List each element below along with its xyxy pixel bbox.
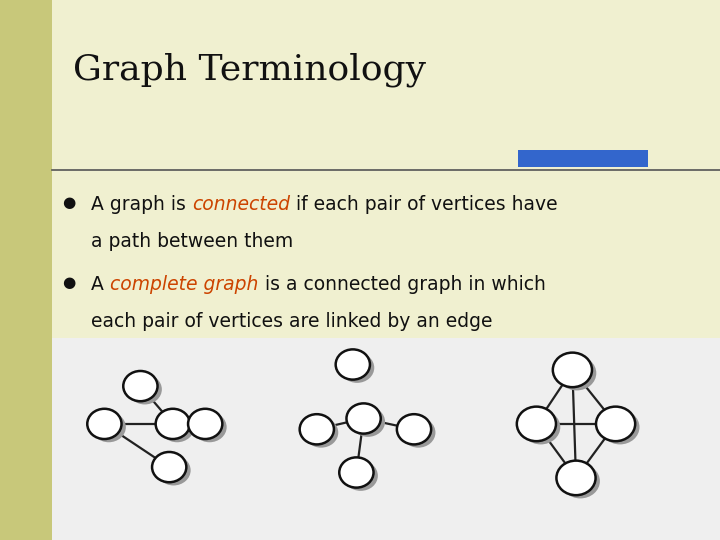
Ellipse shape: [156, 409, 190, 439]
Ellipse shape: [87, 409, 122, 439]
Ellipse shape: [336, 349, 370, 380]
Bar: [52, 338, 720, 540]
Text: ●: ●: [63, 195, 76, 211]
Ellipse shape: [91, 412, 126, 442]
Ellipse shape: [596, 407, 635, 441]
Ellipse shape: [521, 410, 560, 444]
Ellipse shape: [152, 452, 186, 482]
Text: A graph is: A graph is: [91, 195, 192, 214]
Ellipse shape: [561, 464, 600, 498]
Text: a path between them: a path between them: [91, 232, 294, 251]
Ellipse shape: [339, 457, 374, 488]
Ellipse shape: [192, 412, 227, 442]
Ellipse shape: [188, 409, 222, 439]
Text: complete graph: complete graph: [110, 275, 258, 294]
Text: A: A: [91, 275, 110, 294]
Ellipse shape: [351, 407, 385, 437]
Text: connected: connected: [192, 195, 290, 214]
Text: each pair of vertices are linked by an edge: each pair of vertices are linked by an e…: [91, 312, 493, 331]
Ellipse shape: [123, 371, 158, 401]
Bar: [0, 0, 52, 540]
Ellipse shape: [553, 353, 592, 387]
Ellipse shape: [160, 412, 194, 442]
Ellipse shape: [557, 356, 596, 390]
Ellipse shape: [340, 353, 374, 383]
Text: ●: ●: [63, 275, 76, 291]
Bar: [518, 150, 648, 167]
Text: is a connected graph in which: is a connected graph in which: [258, 275, 546, 294]
Ellipse shape: [156, 455, 191, 485]
Ellipse shape: [517, 407, 556, 441]
Ellipse shape: [304, 417, 338, 448]
Ellipse shape: [300, 414, 334, 444]
Text: Graph Terminology: Graph Terminology: [73, 53, 426, 87]
Ellipse shape: [127, 374, 162, 404]
Ellipse shape: [343, 461, 378, 491]
Ellipse shape: [397, 414, 431, 444]
Ellipse shape: [346, 403, 381, 434]
Ellipse shape: [557, 461, 595, 495]
Text: if each pair of vertices have: if each pair of vertices have: [290, 195, 558, 214]
Ellipse shape: [600, 410, 639, 444]
Ellipse shape: [401, 417, 436, 448]
